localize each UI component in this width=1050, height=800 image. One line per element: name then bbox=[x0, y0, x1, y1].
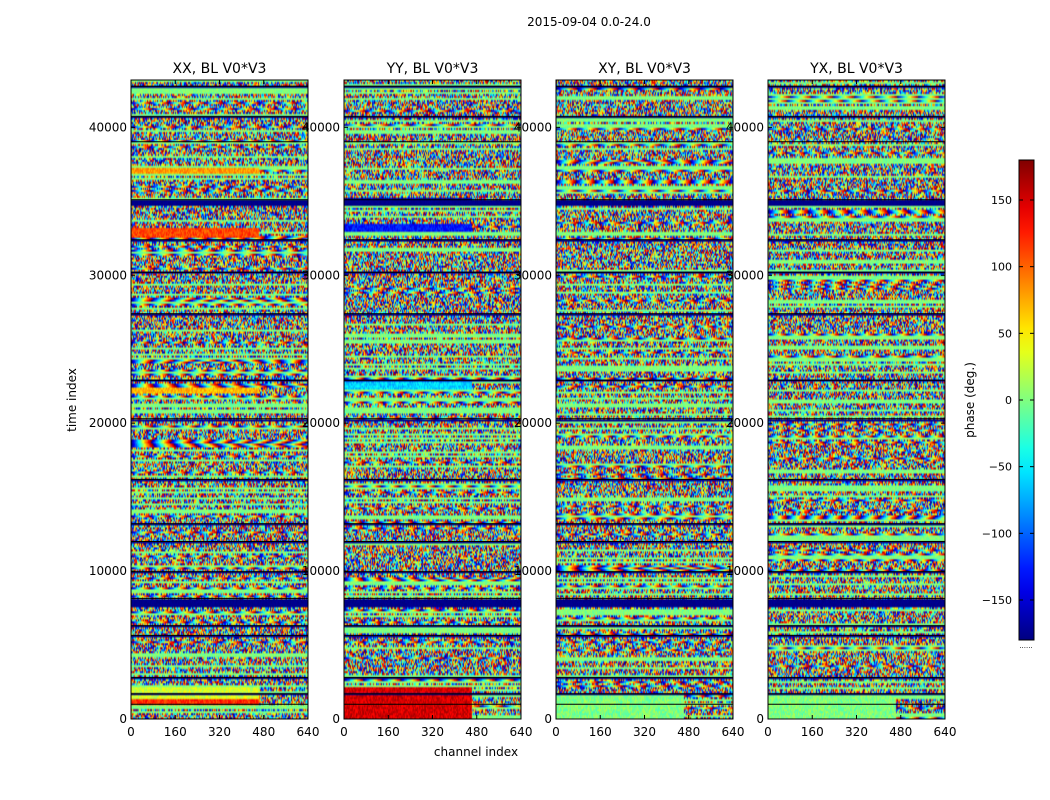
panel-yy: YY, BL V0*V3 0 160 320 480 640 0 10000 20000 3000… bbox=[302, 61, 533, 739]
x-tick-label: 640 bbox=[510, 725, 533, 739]
colorbar-tick-label: 150 bbox=[991, 194, 1012, 207]
x-tick-label: 0 bbox=[552, 725, 560, 739]
y-tick-label: 20000 bbox=[302, 416, 340, 430]
y-tick-label: 30000 bbox=[302, 268, 340, 282]
colorbar-ticks: −150 −100 −50 0 50 100 150 bbox=[982, 194, 1034, 607]
y-tick-label: 30000 bbox=[89, 268, 127, 282]
x-tick-label: 160 bbox=[589, 725, 612, 739]
panel-yy-phase-image bbox=[344, 80, 521, 719]
y-tick-label: 40000 bbox=[514, 120, 552, 134]
x-tick-label: 160 bbox=[164, 725, 187, 739]
y-tick-label: 10000 bbox=[514, 564, 552, 578]
x-tick-label: 480 bbox=[889, 725, 912, 739]
x-tick-label: 480 bbox=[677, 725, 700, 739]
y-tick-label: 10000 bbox=[726, 564, 764, 578]
x-tick-label: 160 bbox=[377, 725, 400, 739]
panels: XX, BL V0*V3 0 160 320 480 640 0 10000 20000 3000… bbox=[89, 61, 957, 739]
panel-title: YX, BL V0*V3 bbox=[809, 61, 903, 77]
x-tick-label: 0 bbox=[127, 725, 135, 739]
y-tick-label: 20000 bbox=[514, 416, 552, 430]
y-tick-label: 10000 bbox=[302, 564, 340, 578]
panel-yx: YX, BL V0*V3 0 160 320 480 640 0 10000 20000 3000… bbox=[726, 61, 957, 739]
x-tick-label: 320 bbox=[208, 725, 231, 739]
y-tick-label: 40000 bbox=[302, 120, 340, 134]
colorbar-footnote: ...... bbox=[1019, 642, 1032, 650]
y-tick-label: 30000 bbox=[514, 268, 552, 282]
colorbar-label: phase (deg.) bbox=[963, 362, 977, 438]
x-tick-label: 640 bbox=[934, 725, 957, 739]
colorbar: −150 −100 −50 0 50 100 150 phase (deg.) ...... bbox=[963, 159, 1035, 650]
y-axis-label: time index bbox=[65, 368, 79, 432]
panel-xx: XX, BL V0*V3 0 160 320 480 640 0 10000 20000 3000… bbox=[89, 61, 320, 739]
panel-xx-phase-image bbox=[131, 80, 308, 719]
y-tick-label: 0 bbox=[332, 712, 340, 726]
colorbar-tick-label: 0 bbox=[1005, 394, 1012, 407]
panel-xy: XY, BL V0*V3 0 160 320 480 640 0 10000 20000 3000… bbox=[514, 61, 745, 739]
y-tick-label: 30000 bbox=[726, 268, 764, 282]
colorbar-tick-label: −100 bbox=[982, 527, 1012, 540]
y-tick-label: 0 bbox=[756, 712, 764, 726]
y-tick-label: 0 bbox=[119, 712, 127, 726]
x-tick-label: 160 bbox=[801, 725, 824, 739]
colorbar-tick-label: 50 bbox=[998, 327, 1012, 340]
x-tick-label: 320 bbox=[845, 725, 868, 739]
x-tick-label: 320 bbox=[421, 725, 444, 739]
x-tick-label: 640 bbox=[297, 725, 320, 739]
figure-title: 2015-09-04 0.0-24.0 bbox=[527, 15, 651, 29]
panel-xy-phase-image bbox=[556, 80, 733, 719]
colorbar-tick-label: −50 bbox=[989, 461, 1012, 474]
y-tick-label: 10000 bbox=[89, 564, 127, 578]
colorbar-tick-label: 100 bbox=[991, 261, 1012, 274]
x-tick-label: 320 bbox=[633, 725, 656, 739]
y-tick-label: 40000 bbox=[89, 120, 127, 134]
panel-title: XY, BL V0*V3 bbox=[598, 61, 691, 77]
x-tick-label: 0 bbox=[764, 725, 772, 739]
x-axis-label: channel index bbox=[434, 745, 518, 759]
y-tick-label: 40000 bbox=[726, 120, 764, 134]
panel-yx-phase-image bbox=[768, 80, 945, 719]
colorbar-tick-label: −150 bbox=[982, 594, 1012, 607]
x-tick-label: 480 bbox=[465, 725, 488, 739]
y-tick-label: 0 bbox=[544, 712, 552, 726]
x-tick-label: 480 bbox=[252, 725, 275, 739]
panel-title: YY, BL V0*V3 bbox=[386, 61, 479, 77]
x-tick-label: 0 bbox=[340, 725, 348, 739]
y-tick-label: 20000 bbox=[726, 416, 764, 430]
y-tick-label: 20000 bbox=[89, 416, 127, 430]
panel-title: XX, BL V0*V3 bbox=[173, 61, 267, 77]
x-tick-label: 640 bbox=[722, 725, 745, 739]
